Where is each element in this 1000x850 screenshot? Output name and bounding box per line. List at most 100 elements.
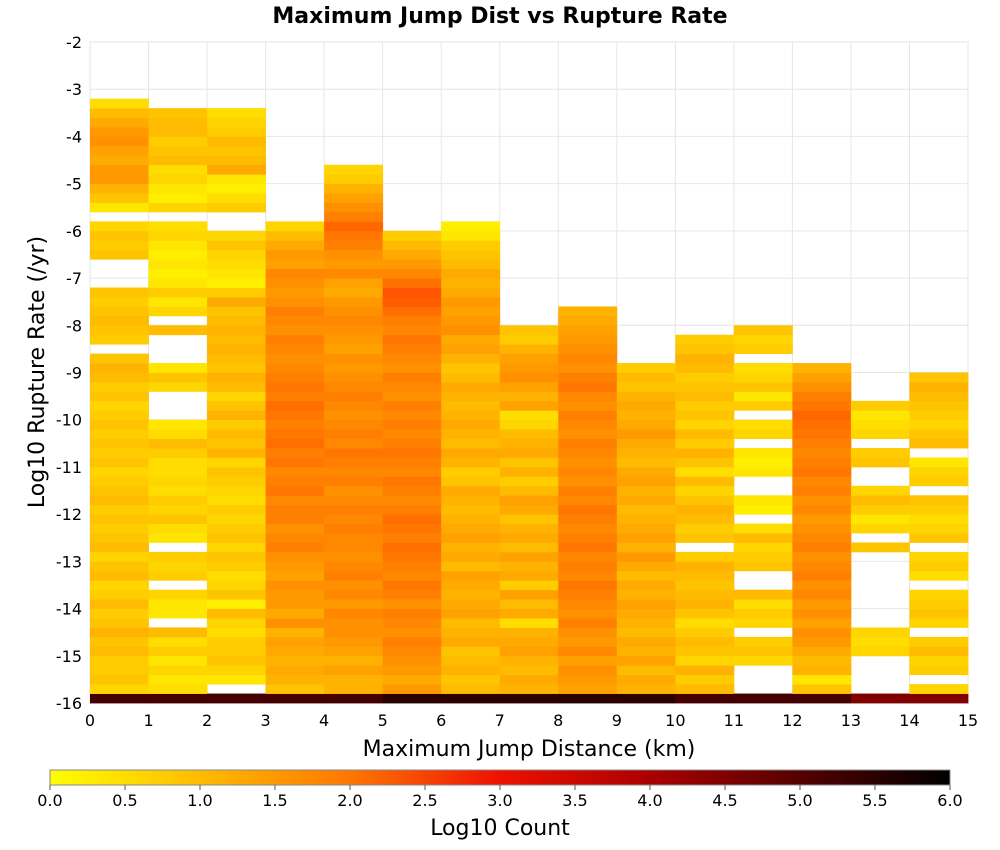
heatmap-cell — [324, 570, 384, 581]
heatmap-cell — [207, 410, 266, 421]
heatmap-cell — [675, 438, 735, 449]
heatmap-cell — [148, 363, 208, 373]
heatmap-cell — [441, 580, 501, 591]
heatmap-cell — [90, 693, 149, 704]
colorbar-tick-label: 1.0 — [187, 791, 212, 810]
heatmap-cell — [382, 618, 442, 628]
heatmap-cell — [148, 665, 208, 676]
heatmap-cell — [499, 618, 559, 628]
heatmap-cell — [90, 551, 149, 562]
colorbar-tick-label: 2.5 — [412, 791, 437, 810]
heatmap-cell — [733, 448, 793, 458]
heatmap-cell — [148, 126, 208, 137]
heatmap-cell — [909, 495, 969, 506]
heatmap-cell — [675, 618, 735, 628]
heatmap-cell — [148, 419, 208, 430]
heatmap-cell — [441, 523, 501, 534]
colorbar-tick-label: 0.5 — [112, 791, 137, 810]
heatmap-cell — [148, 296, 208, 307]
heatmap-cell — [441, 466, 501, 477]
heatmap-cell — [90, 665, 149, 676]
heatmap-cell — [90, 448, 149, 458]
heatmap-cell — [441, 627, 501, 638]
heatmap-cell — [207, 438, 266, 449]
heatmap-cell — [616, 580, 676, 591]
heatmap-cell — [909, 684, 969, 694]
heatmap-cell — [499, 580, 559, 591]
heatmap-cell — [382, 278, 442, 288]
heatmap-cell — [558, 542, 618, 553]
x-axis-ticks: 0 1 2 3 4 5 6 7 8 9 10 11 12 13 14 15 — [85, 711, 978, 730]
heatmap-cell — [441, 551, 501, 562]
heatmap-cell — [558, 400, 618, 411]
heatmap-cell — [148, 693, 208, 704]
heatmap-cell — [675, 495, 735, 506]
heatmap-cell — [733, 504, 793, 515]
heatmap-cell — [148, 164, 208, 175]
heatmap-cell — [207, 296, 266, 307]
heatmap-cell — [792, 523, 852, 534]
heatmap-cell — [441, 570, 501, 581]
heatmap-cell — [207, 466, 266, 477]
heatmap-cell — [675, 599, 735, 609]
heatmap-cell — [675, 608, 735, 619]
heatmap-cell — [675, 419, 735, 430]
heatmap-cell — [207, 202, 266, 213]
heatmap-cell — [207, 674, 266, 685]
heatmap-cell — [324, 580, 384, 591]
heatmap-cell — [558, 429, 618, 439]
heatmap-cell — [792, 495, 852, 506]
heatmap-cell — [382, 306, 442, 317]
heatmap-cell — [675, 410, 735, 421]
heatmap-cell — [148, 325, 208, 336]
heatmap-cell — [499, 542, 559, 553]
heatmap-cell — [207, 334, 266, 345]
heatmap-cell — [441, 334, 501, 345]
x-tick-label: 4 — [319, 711, 329, 730]
heatmap-cell — [850, 448, 910, 458]
heatmap-cell — [909, 599, 969, 609]
heatmap-cell — [148, 485, 208, 496]
heatmap-cell — [207, 693, 266, 704]
heatmap-cell — [499, 410, 559, 421]
heatmap-cell — [90, 363, 149, 373]
heatmap-cell — [792, 636, 852, 647]
heatmap-cell — [148, 438, 208, 449]
heatmap-cell — [265, 655, 325, 666]
heatmap-cell — [382, 334, 442, 345]
heatmap-cell — [382, 561, 442, 572]
heatmap-cell — [207, 372, 266, 383]
heatmap-cell — [324, 655, 384, 666]
heatmap-cell — [441, 259, 501, 270]
x-axis-label: Maximum Jump Distance (km) — [363, 737, 696, 762]
heatmap-cell — [324, 315, 384, 326]
heatmap-cell — [909, 419, 969, 430]
heatmap-cell — [148, 655, 208, 666]
heatmap-cell — [207, 665, 266, 676]
heatmap-cell — [499, 599, 559, 609]
heatmap-cell — [90, 476, 149, 487]
heatmap-cell — [324, 429, 384, 439]
heatmap-cell — [909, 410, 969, 421]
heatmap-cell — [148, 174, 208, 185]
heatmap-cell — [909, 429, 969, 439]
heatmap-cell — [616, 391, 676, 402]
heatmap-cell — [382, 589, 442, 600]
heatmap-cell — [499, 476, 559, 487]
heatmap-cell — [265, 249, 325, 260]
heatmap-cell — [616, 665, 676, 676]
heatmap-cell — [792, 674, 852, 685]
heatmap-cell — [324, 372, 384, 383]
heatmap-cell — [499, 353, 559, 364]
heatmap-cell — [499, 608, 559, 619]
heatmap-cell — [265, 476, 325, 487]
heatmap-cell — [324, 249, 384, 260]
heatmap-cell — [265, 561, 325, 572]
y-tick-label: -12 — [56, 505, 82, 524]
heatmap-cell — [90, 202, 149, 213]
heatmap-cell — [148, 429, 208, 439]
heatmap-cell — [265, 325, 325, 336]
heatmap-cell — [441, 344, 501, 355]
heatmap-cell — [499, 636, 559, 647]
